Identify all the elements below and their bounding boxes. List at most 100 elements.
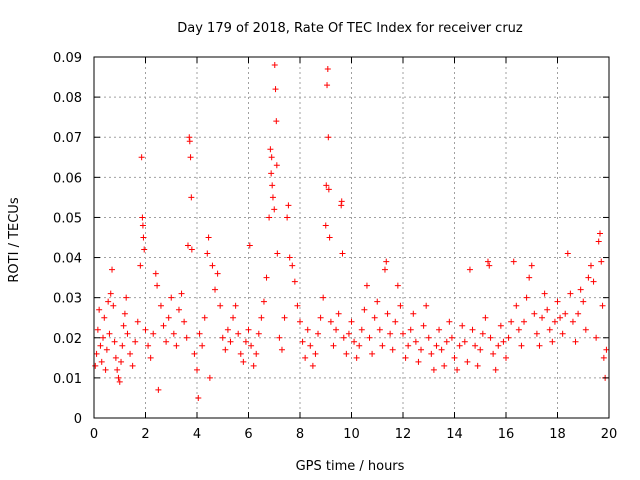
data-point	[353, 354, 360, 361]
data-point	[400, 330, 406, 337]
data-point	[219, 334, 226, 341]
data-point	[474, 362, 481, 369]
data-point	[326, 234, 333, 241]
data-point	[389, 346, 396, 353]
data-point	[492, 366, 499, 373]
data-point	[281, 314, 288, 321]
x-tick-label: 8	[296, 427, 304, 442]
data-point	[152, 270, 159, 277]
data-point	[175, 306, 182, 313]
data-point	[486, 262, 493, 269]
data-point	[546, 326, 553, 333]
x-tick-label: 20	[601, 427, 618, 442]
data-point	[97, 342, 104, 349]
data-point	[289, 262, 296, 269]
data-point	[191, 350, 198, 357]
data-point	[291, 278, 298, 285]
data-point	[325, 134, 332, 141]
data-point	[430, 366, 437, 373]
data-point	[600, 354, 607, 361]
data-point	[338, 202, 345, 209]
data-point	[327, 318, 334, 325]
y-tick-label: 0.05	[53, 211, 82, 226]
data-point	[482, 314, 489, 321]
data-point	[188, 194, 195, 201]
data-point	[111, 338, 118, 345]
data-point	[195, 394, 202, 401]
data-point	[181, 318, 188, 325]
data-point	[339, 250, 346, 257]
data-point	[312, 350, 319, 357]
data-point	[575, 310, 582, 317]
data-point	[479, 330, 486, 337]
data-point	[165, 314, 172, 321]
x-tick-label: 14	[446, 427, 463, 442]
data-point	[302, 354, 309, 361]
data-point	[374, 298, 381, 305]
data-point	[423, 302, 430, 309]
data-point	[309, 362, 316, 369]
data-point	[451, 354, 458, 361]
data-point	[273, 118, 280, 125]
data-point	[109, 266, 116, 273]
data-point	[593, 334, 600, 341]
x-tick-label: 6	[244, 427, 252, 442]
data-point	[340, 334, 347, 341]
data-point	[266, 214, 273, 221]
data-point	[345, 330, 352, 337]
data-point	[562, 310, 569, 317]
data-point	[366, 334, 373, 341]
data-point	[227, 338, 234, 345]
data-point	[255, 330, 262, 337]
data-point	[598, 258, 605, 265]
data-point	[523, 294, 530, 301]
y-tick-label: 0.07	[53, 131, 82, 146]
data-point	[246, 242, 253, 249]
data-point	[268, 170, 275, 177]
data-point	[415, 358, 422, 365]
x-tick-label: 18	[549, 427, 566, 442]
data-point	[477, 346, 484, 353]
data-point	[101, 314, 108, 321]
data-point	[147, 354, 154, 361]
data-point	[267, 146, 274, 153]
data-point	[100, 334, 107, 341]
data-point	[324, 66, 331, 73]
data-point	[420, 322, 427, 329]
data-point	[297, 318, 303, 325]
data-point	[188, 246, 195, 253]
data-point	[533, 330, 540, 337]
data-point	[139, 214, 146, 221]
data-point	[304, 326, 311, 333]
data-point	[187, 154, 194, 161]
data-point	[222, 346, 229, 353]
data-point	[253, 350, 260, 357]
x-tick-label: 4	[193, 427, 201, 442]
data-point	[127, 350, 134, 357]
data-point	[98, 358, 105, 365]
data-point	[348, 318, 355, 325]
x-tick-label: 16	[498, 427, 515, 442]
data-point	[163, 338, 170, 345]
data-point	[356, 342, 363, 349]
y-tick-label: 0.06	[53, 171, 82, 186]
data-points	[92, 62, 610, 401]
data-point	[472, 342, 479, 349]
data-point	[285, 202, 292, 209]
data-point	[269, 194, 276, 201]
data-point	[454, 366, 461, 373]
data-point	[500, 338, 507, 345]
data-point	[199, 342, 206, 349]
data-point	[544, 306, 551, 313]
data-point	[508, 318, 515, 325]
data-point	[383, 258, 390, 265]
data-point	[103, 346, 110, 353]
data-point	[554, 298, 561, 305]
data-point	[376, 326, 383, 333]
data-point	[118, 358, 125, 365]
y-tick-label: 0.08	[53, 91, 82, 106]
data-point	[186, 134, 193, 141]
data-point	[371, 314, 378, 321]
data-point	[466, 266, 473, 273]
data-point	[140, 234, 147, 241]
